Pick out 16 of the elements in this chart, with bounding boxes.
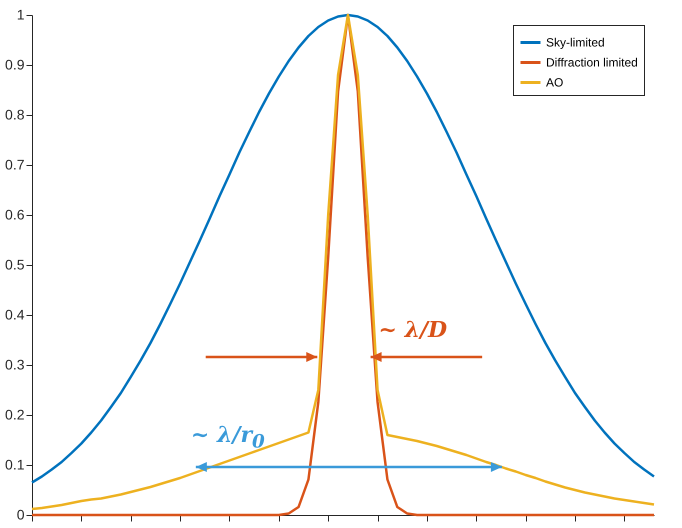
y-tick-label: 0.2 xyxy=(5,406,25,422)
legend-label: Diffraction limited xyxy=(546,56,638,70)
legend-label: AO xyxy=(546,76,564,90)
y-tick-label: 1 xyxy=(16,6,25,22)
y-tick-label: 0.3 xyxy=(5,356,25,372)
y-tick-label: 0.7 xyxy=(5,156,25,172)
legend-label: Sky-limited xyxy=(546,36,605,50)
y-tick-label: 0.8 xyxy=(5,106,25,122)
y-tick-label: 0 xyxy=(16,506,25,522)
y-tick-label: 0.4 xyxy=(5,306,25,322)
y-tick-label: 0.9 xyxy=(5,56,25,72)
annotation: ~ λ/D xyxy=(378,317,448,343)
y-tick-label: 0.6 xyxy=(5,206,25,222)
y-tick-label: 0.5 xyxy=(5,256,25,272)
annotation: ~ λ/r$_{0}$ xyxy=(190,422,265,452)
y-tick-label: 0.1 xyxy=(5,456,25,472)
